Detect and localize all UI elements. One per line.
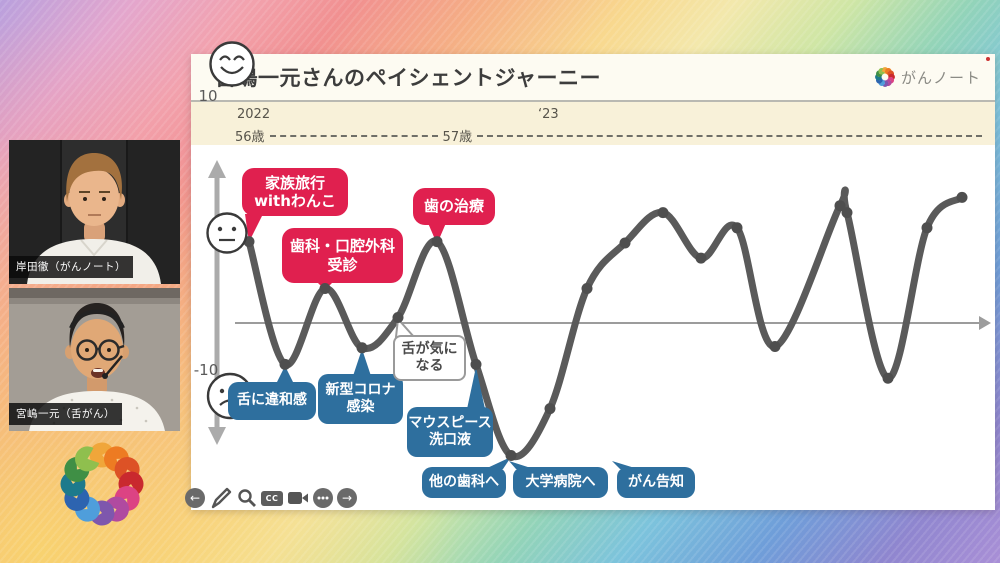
annotation-bubble: 他の歯科へ xyxy=(422,467,506,498)
annotation-bubble: 新型コロナ 感染 xyxy=(318,374,403,424)
annotation-tail xyxy=(467,367,485,409)
journey-data-point xyxy=(243,236,255,248)
journey-data-point xyxy=(619,237,631,249)
annotation-tail xyxy=(276,366,294,384)
journey-data-point xyxy=(657,207,669,219)
journey-data-point xyxy=(279,358,291,370)
annotation-tail xyxy=(428,223,446,244)
participant-video-host[interactable]: 岸田徹（がんノート） xyxy=(9,140,180,284)
journey-data-point xyxy=(431,236,443,248)
annotation-bubble: がん告知 xyxy=(617,467,695,498)
annotation-bubble: 歯の治療 xyxy=(413,188,495,225)
title-divider xyxy=(191,100,995,102)
participant-avatar-host xyxy=(9,140,180,284)
brand-logo: がんノート xyxy=(874,66,981,88)
annotation-tail xyxy=(485,457,511,469)
brand-ring-icon xyxy=(875,67,895,87)
y-axis-arrow-up-icon xyxy=(208,160,226,178)
journey-data-point xyxy=(921,222,933,234)
journey-data-point xyxy=(544,403,556,415)
x-axis-arrow-icon xyxy=(979,316,991,330)
annotation-bubble: マウスピース 洗口液 xyxy=(407,407,493,457)
annotation-tail xyxy=(509,461,534,469)
annotation-tail xyxy=(394,316,417,338)
journey-data-point xyxy=(392,312,404,323)
timeline-age-56: 56歳 xyxy=(235,130,265,145)
annotation-bubble: 大学病院へ xyxy=(513,467,608,498)
timeline-age-row: 56歳 57歳 xyxy=(235,126,987,145)
more-options-button[interactable] xyxy=(313,488,333,508)
slide-header: 宮嶋一元さんのペイシェントジャーニー がんノート xyxy=(191,54,995,100)
participant-name-host: 岸田徹（がんノート） xyxy=(9,256,133,278)
journey-data-point xyxy=(581,283,593,294)
timeline-dash-right xyxy=(477,134,982,137)
journey-data-point xyxy=(769,341,781,352)
pen-tool-icon[interactable] xyxy=(209,486,233,510)
journey-data-point xyxy=(882,372,894,384)
annotation-tail xyxy=(316,281,334,290)
journey-data-point xyxy=(470,358,482,370)
next-slide-button[interactable]: → xyxy=(337,488,357,508)
sad-face-icon xyxy=(206,372,254,420)
captions-button[interactable]: CC xyxy=(261,490,283,506)
annotation-tail xyxy=(353,349,371,376)
slide-corner-dot xyxy=(986,57,990,61)
annotation-bubble: 歯科・口腔外科 受診 xyxy=(282,228,403,283)
journey-data-point xyxy=(356,342,368,354)
journey-data-point xyxy=(841,207,853,219)
zoom-tool-icon[interactable] xyxy=(237,488,257,508)
presenter-controls: ← CC → xyxy=(185,486,357,510)
annotation-bubble: 家族旅行 withわんこ xyxy=(242,168,348,216)
participant-video-guest[interactable]: 宮嶋一元（舌がん） xyxy=(9,288,180,431)
journey-curve xyxy=(245,186,966,461)
y-axis-min-label: -10 xyxy=(193,361,219,379)
gannote-ring-logo xyxy=(60,442,144,526)
annotation-tail xyxy=(245,214,263,242)
y-axis-arrow-down-icon xyxy=(208,427,226,445)
timeline-year-23: ‘23 xyxy=(538,107,559,122)
slide-title: 宮嶋一元さんのペイシェントジャーニー xyxy=(215,66,601,90)
annotation-bubble: 舌が気に なる xyxy=(393,335,466,381)
patient-journey-chart: 10 -10 家族旅行 withわんこ 歯科・口腔外科 受診 歯の治療 舌に違和感新 xyxy=(191,41,995,510)
camera-button-icon[interactable] xyxy=(287,490,309,506)
annotation-bubble: 舌に違和感 xyxy=(228,382,316,420)
journey-data-point xyxy=(834,200,846,212)
journey-data-point xyxy=(505,450,517,461)
annotation-tail xyxy=(612,461,638,469)
presentation-slide: 宮嶋一元さんのペイシェントジャーニー がんノート 2022 ‘23 56歳 57… xyxy=(191,41,995,510)
timeline-band: 2022 ‘23 56歳 57歳 xyxy=(191,102,995,145)
timeline-dash-left xyxy=(269,134,438,137)
previous-slide-button[interactable]: ← xyxy=(185,488,205,508)
brand-name: がんノート xyxy=(900,68,981,87)
journey-data-point xyxy=(731,222,743,234)
journey-data-point xyxy=(956,191,968,203)
participant-name-guest: 宮嶋一元（舌がん） xyxy=(9,403,122,425)
journey-data-point xyxy=(319,283,331,294)
timeline-age-57: 57歳 xyxy=(442,130,473,145)
timeline-year-2022: 2022 xyxy=(237,107,271,122)
journey-data-point xyxy=(695,252,707,264)
neutral-face-icon xyxy=(206,212,248,254)
